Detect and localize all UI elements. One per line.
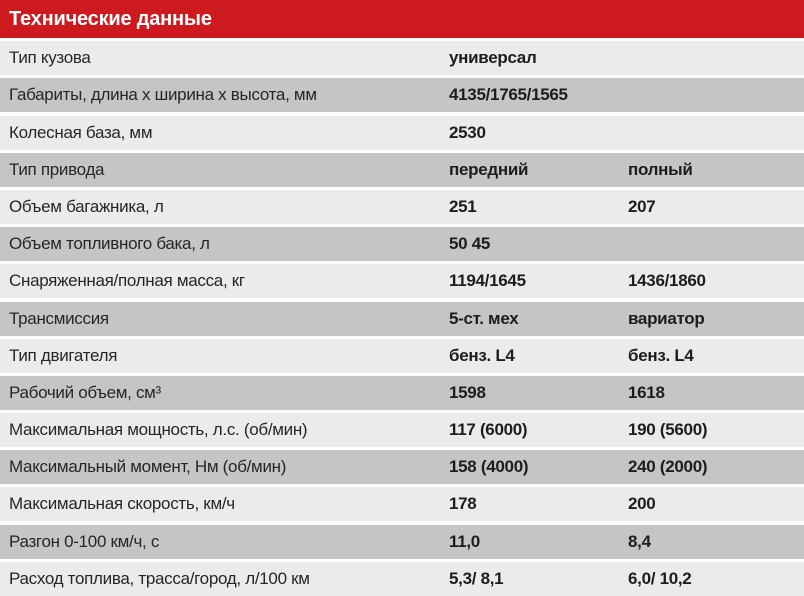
table-row: Трансмиссия 5-ст. мех вариатор — [0, 301, 804, 336]
spec-value-1: передний — [449, 159, 529, 179]
spec-value-2: вариатор — [628, 308, 705, 328]
spec-label: Разгон 0-100 км/ч, с — [9, 531, 160, 551]
table-row: Разгон 0-100 км/ч, с 11,0 8,4 — [0, 524, 804, 559]
spec-value-2: 1436/1860 — [628, 271, 706, 291]
spec-value-2: 200 — [628, 494, 656, 514]
spec-value-2: 8,4 — [628, 531, 651, 551]
table-title: Технические данные — [9, 7, 212, 30]
spec-label: Максимальная скорость, км/ч — [9, 494, 235, 514]
spec-label: Расход топлива, трасса/город, л/100 км — [9, 568, 310, 588]
table-row: Максимальный момент, Нм (об/мин) 158 (40… — [0, 450, 804, 485]
table-row: Колесная база, мм 2530 — [0, 115, 804, 150]
spec-label: Тип кузова — [9, 48, 91, 68]
spec-value-1: 2530 — [449, 122, 486, 142]
table-row: Габариты, длина х ширина х высота, мм 41… — [0, 78, 804, 113]
spec-label: Рабочий объем, см³ — [9, 382, 161, 402]
spec-value-2: 240 (2000) — [628, 457, 708, 477]
spec-value-1: 5-ст. мех — [449, 308, 519, 328]
spec-value-1: 11,0 — [449, 531, 480, 551]
table-header-bar: Технические данные — [0, 0, 804, 38]
spec-value-1: 158 (4000) — [449, 457, 529, 477]
spec-label: Тип привода — [9, 159, 105, 179]
spec-label: Максимальный момент, Нм (об/мин) — [9, 457, 287, 477]
table-row: Рабочий объем, см³ 1598 1618 — [0, 375, 804, 410]
spec-label: Трансмиссия — [9, 308, 109, 328]
spec-label: Максимальная мощность, л.с. (об/мин) — [9, 420, 308, 440]
spec-value-1: бенз. L4 — [449, 345, 515, 365]
spec-value-1: 117 (6000) — [449, 420, 528, 440]
spec-value-1: 178 — [449, 494, 477, 514]
spec-value-2: 207 — [628, 196, 656, 216]
spec-value-1: 4135/1765/1565 — [449, 85, 568, 105]
spec-value-2: 1618 — [628, 382, 665, 402]
spec-value-1: 251 — [449, 196, 477, 216]
table-row: Объем багажника, л 251 207 — [0, 189, 804, 224]
table-row: Объем топливного бака, л 50 45 — [0, 227, 804, 262]
spec-value-2: 6,0/ 10,2 — [628, 568, 692, 588]
spec-label: Тип двигателя — [9, 345, 118, 365]
spec-label: Колесная база, мм — [9, 122, 153, 142]
spec-value-1: 5,3/ 8,1 — [449, 568, 504, 588]
table-row: Тип двигателя бенз. L4 бенз. L4 — [0, 338, 804, 373]
spec-value-1: 1598 — [449, 382, 486, 402]
spec-value-2: бенз. L4 — [628, 345, 694, 365]
spec-value-1: универсал — [449, 48, 537, 68]
spec-value-1: 1194/1645 — [449, 271, 526, 291]
table-row: Тип привода передний полный — [0, 152, 804, 187]
table-row: Расход топлива, трасса/город, л/100 км 5… — [0, 561, 804, 596]
spec-label: Объем топливного бака, л — [9, 234, 210, 254]
table-row: Максимальная мощность, л.с. (об/мин) 117… — [0, 413, 804, 448]
spec-value-2: полный — [628, 159, 693, 179]
table-row: Максимальная скорость, км/ч 178 200 — [0, 487, 804, 522]
spec-value-2: 190 (5600) — [628, 420, 708, 440]
table-row: Тип кузова универсал — [0, 41, 804, 76]
table-row: Снаряженная/полная масса, кг 1194/1645 1… — [0, 264, 804, 299]
spec-label: Габариты, длина х ширина х высота, мм — [9, 85, 317, 105]
spec-label: Снаряженная/полная масса, кг — [9, 271, 245, 291]
spec-value-1: 50 45 — [449, 234, 491, 254]
spec-label: Объем багажника, л — [9, 196, 164, 216]
